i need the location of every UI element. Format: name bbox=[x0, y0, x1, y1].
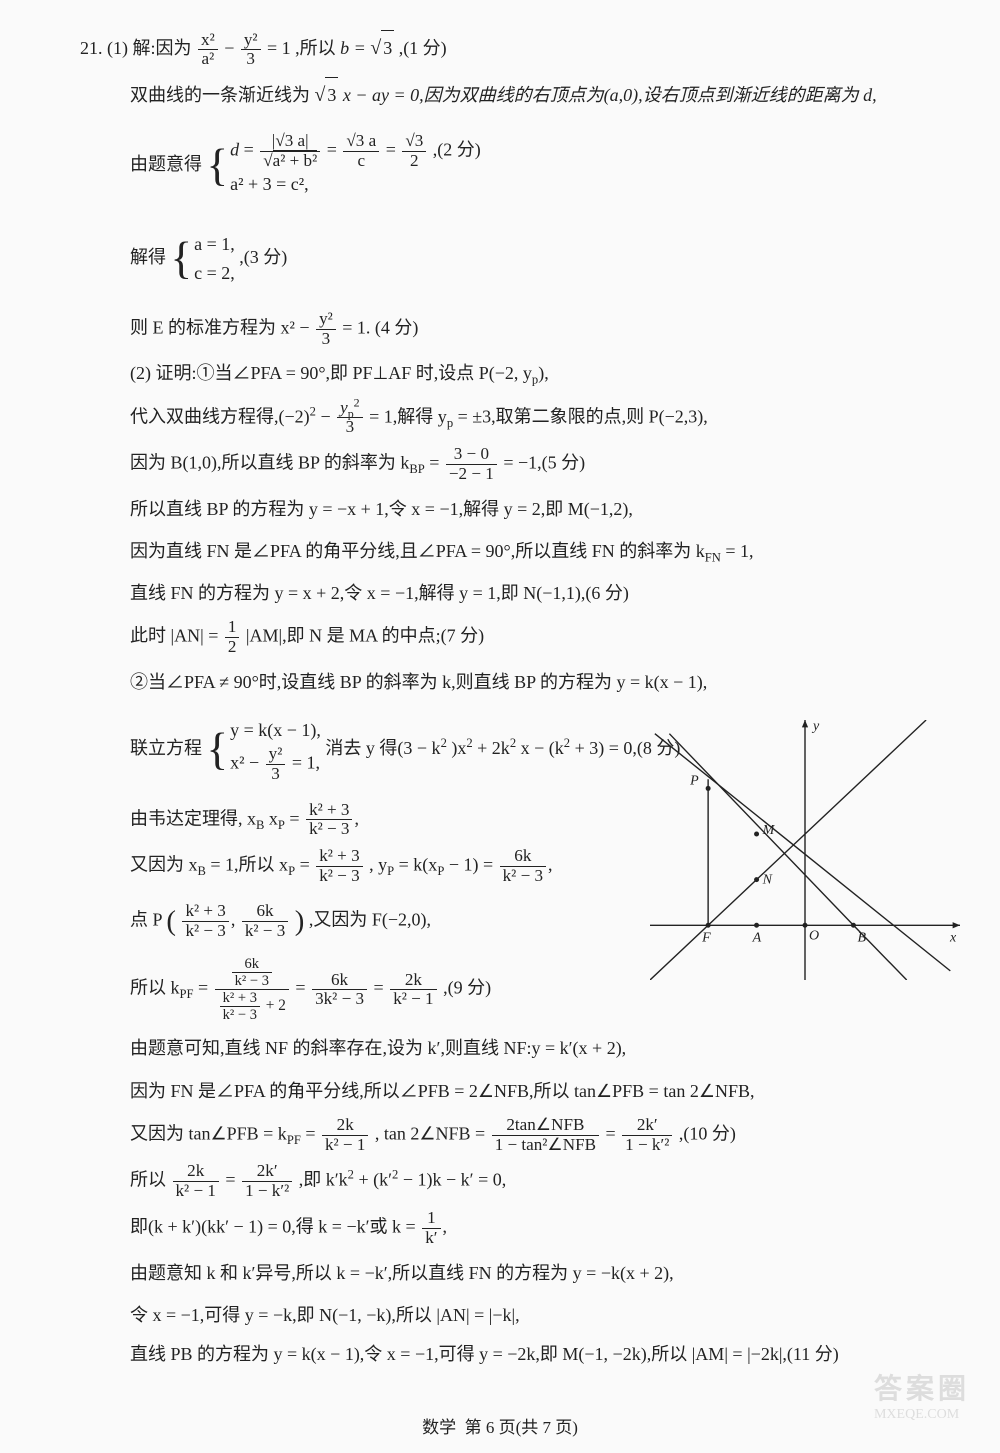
line-asymptote: 双曲线的一条渐近线为 3 x − ay = 0,因为双曲线的右顶点为(a,0),… bbox=[80, 77, 950, 115]
svg-text:F: F bbox=[701, 930, 711, 945]
svg-text:x: x bbox=[949, 930, 957, 945]
part1-label: (1) bbox=[107, 38, 128, 58]
frac-y23: y²3 bbox=[241, 31, 261, 70]
page-footer: 数学 第 6 页(共 7 页) bbox=[0, 1413, 1000, 1438]
line-factor: 即(k + k′)(kk′ − 1) = 0,得 k = −k′或 k = 1k… bbox=[80, 1209, 950, 1248]
svg-text:O: O bbox=[809, 928, 819, 943]
watermark: 答案圈 MXEQE.COM bbox=[874, 1367, 970, 1423]
frac-x2a2: x²a² bbox=[198, 31, 218, 70]
svg-text:y: y bbox=[811, 720, 820, 734]
line-substitute: 代入双曲线方程得,(−2)2 − yp23 = 1,解得 yp = ±3,取第二… bbox=[80, 399, 950, 438]
line-std-eq: 则 E 的标准方程为 x² − y²3 = 1. (4 分) bbox=[80, 310, 950, 349]
geometry-diagram: O F A B P M Nx y bbox=[650, 720, 960, 980]
problem-number: 21. bbox=[80, 38, 103, 58]
line-fn-slope: 因为直线 FN 是∠PFA 的角平分线,且∠PFA = 90°,所以直线 FN … bbox=[80, 534, 950, 568]
line-midpoint: 此时 |AN| = 12 |AM|,即 N 是 MA 的中点;(7 分) bbox=[80, 618, 950, 657]
line-tan: 又因为 tan∠PFB = kPF = 2kk² − 1 , tan 2∠NFB… bbox=[80, 1116, 950, 1155]
line-system1: 由题意得 { d = |√3 a|√a² + b² = √3 ac = √32 … bbox=[80, 123, 950, 209]
svg-text:N: N bbox=[762, 873, 773, 888]
line-eq-kk: 所以 2kk² − 1 = 2k′1 − k′² ,即 k′k2 + (k′2 … bbox=[80, 1162, 950, 1201]
svg-text:P: P bbox=[689, 773, 699, 788]
line-slope-bp: 因为 B(1,0),所以直线 BP 的斜率为 kBP = 3 − 0−2 − 1… bbox=[80, 445, 950, 484]
problem-start: 21. (1) 解:因为 x²a² − y²3 = 1 ,所以 b = 3 ,(… bbox=[80, 30, 950, 69]
svg-text:A: A bbox=[752, 930, 762, 945]
brace-d-system: { d = |√3 a|√a² + b² = √3 ac = √32 ,(2 分… bbox=[207, 123, 481, 209]
svg-text:M: M bbox=[762, 823, 776, 838]
line-solve-ac: 解得 { a = 1, c = 2, ,(3 分) bbox=[80, 216, 950, 302]
sqrt3: 3 bbox=[370, 30, 394, 68]
part2-label: (2) bbox=[130, 363, 151, 383]
svg-text:B: B bbox=[857, 930, 866, 945]
line-part2: (2) 证明:①当∠PFA = 90°,即 PF⊥AF 时,设点 P(−2, y… bbox=[80, 356, 950, 390]
